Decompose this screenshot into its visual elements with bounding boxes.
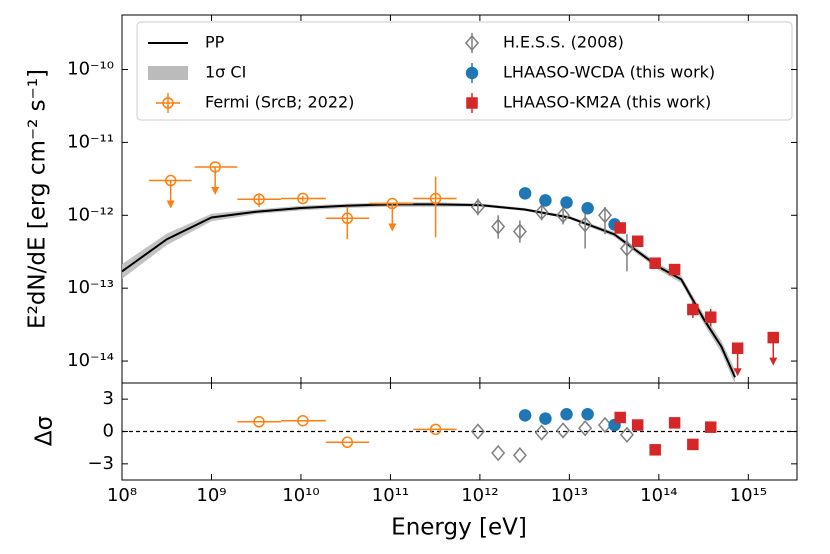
legend-label: H.E.S.S. (2008): [503, 33, 624, 52]
model-line: [122, 203, 736, 378]
legend-label: 1σ CI: [205, 63, 246, 82]
marker: [668, 417, 681, 429]
upper-limit-head: [211, 186, 220, 195]
x-tick-label: 10⁸: [107, 485, 137, 506]
marker: [668, 263, 681, 276]
legend-label: Fermi (SrcB; 2022): [205, 93, 354, 112]
marker: [649, 444, 661, 456]
marker: [297, 414, 309, 427]
marker: [614, 411, 626, 424]
marker: [560, 408, 573, 421]
marker: [491, 444, 506, 462]
legend-label: LHAASO-KM2A (this work): [503, 93, 711, 112]
y-tick-label: −3: [87, 453, 114, 474]
x-tick-label: 10⁹: [196, 485, 226, 506]
marker: [470, 198, 485, 216]
marker: [512, 223, 527, 240]
marker: [649, 257, 661, 269]
marker: [597, 207, 612, 224]
x-tick-label: 10¹³: [551, 485, 588, 506]
legend-marker: [465, 34, 479, 52]
marker: [704, 421, 717, 433]
y-tick-label: 10⁻¹¹: [67, 131, 114, 152]
marker: [619, 240, 634, 257]
x-axis-label: Energy [eV]: [391, 515, 527, 541]
y-tick-label: 0: [103, 421, 114, 442]
x-tick-label: 10¹⁵: [730, 485, 767, 506]
marker: [619, 426, 634, 443]
marker: [581, 408, 594, 421]
marker: [518, 187, 532, 200]
marker: [556, 207, 571, 224]
y-axis-label: E²dN/dE [erg cm⁻² s⁻¹]: [25, 69, 51, 329]
y-tick-label: 10⁻¹⁰: [67, 59, 114, 80]
marker: [704, 311, 717, 323]
legend-frame: [136, 21, 793, 121]
y-tick-label: 10⁻¹⁴: [67, 350, 114, 371]
marker: [512, 447, 527, 464]
marker: [253, 193, 265, 206]
y-tick-label: 10⁻¹²: [67, 204, 114, 225]
marker: [164, 174, 177, 187]
x-tick-label: 10¹¹: [372, 485, 409, 506]
marker: [767, 331, 780, 344]
marker: [578, 216, 593, 233]
marker: [578, 420, 593, 437]
marker: [429, 192, 442, 205]
legend-patch: [148, 66, 188, 80]
confidence-band: [122, 202, 736, 383]
x-tick-label: 10¹⁰: [282, 485, 319, 506]
marker: [731, 342, 744, 354]
marker: [209, 161, 221, 173]
marker: [253, 416, 265, 428]
marker: [556, 422, 571, 439]
legend-label: LHAASO-WCDA (this work): [503, 63, 715, 82]
legend-marker: [466, 97, 478, 109]
x-tick-label: 10¹²: [461, 485, 498, 506]
legend-label: PP: [205, 33, 225, 52]
upper-limit-head: [769, 357, 778, 366]
marker: [518, 409, 532, 422]
marker: [631, 419, 644, 431]
legend-marker: [465, 66, 479, 80]
marker: [429, 423, 442, 436]
plot-area: [122, 161, 780, 383]
y-tick-label: 10⁻¹³: [67, 277, 114, 298]
upper-limit-head: [166, 200, 175, 209]
marker: [560, 196, 573, 209]
upper-limit-head: [733, 368, 742, 377]
marker: [581, 201, 594, 215]
marker: [470, 423, 485, 440]
legend-marker: [162, 97, 174, 109]
marker: [631, 235, 644, 248]
marker: [341, 436, 354, 449]
marker: [491, 218, 506, 235]
marker: [341, 212, 354, 225]
marker: [687, 303, 699, 316]
y-tick-label: 3: [103, 388, 114, 409]
x-tick-label: 10¹⁴: [640, 485, 677, 506]
marker: [687, 438, 699, 451]
marker: [386, 197, 399, 210]
marker: [539, 412, 552, 425]
upper-limit-head: [388, 223, 397, 232]
residual-y-label: Δσ: [32, 416, 58, 446]
marker: [297, 192, 309, 205]
marker: [539, 194, 552, 207]
marker: [534, 424, 549, 441]
marker: [534, 204, 549, 221]
marker: [614, 222, 626, 234]
plot-area: [237, 408, 717, 464]
